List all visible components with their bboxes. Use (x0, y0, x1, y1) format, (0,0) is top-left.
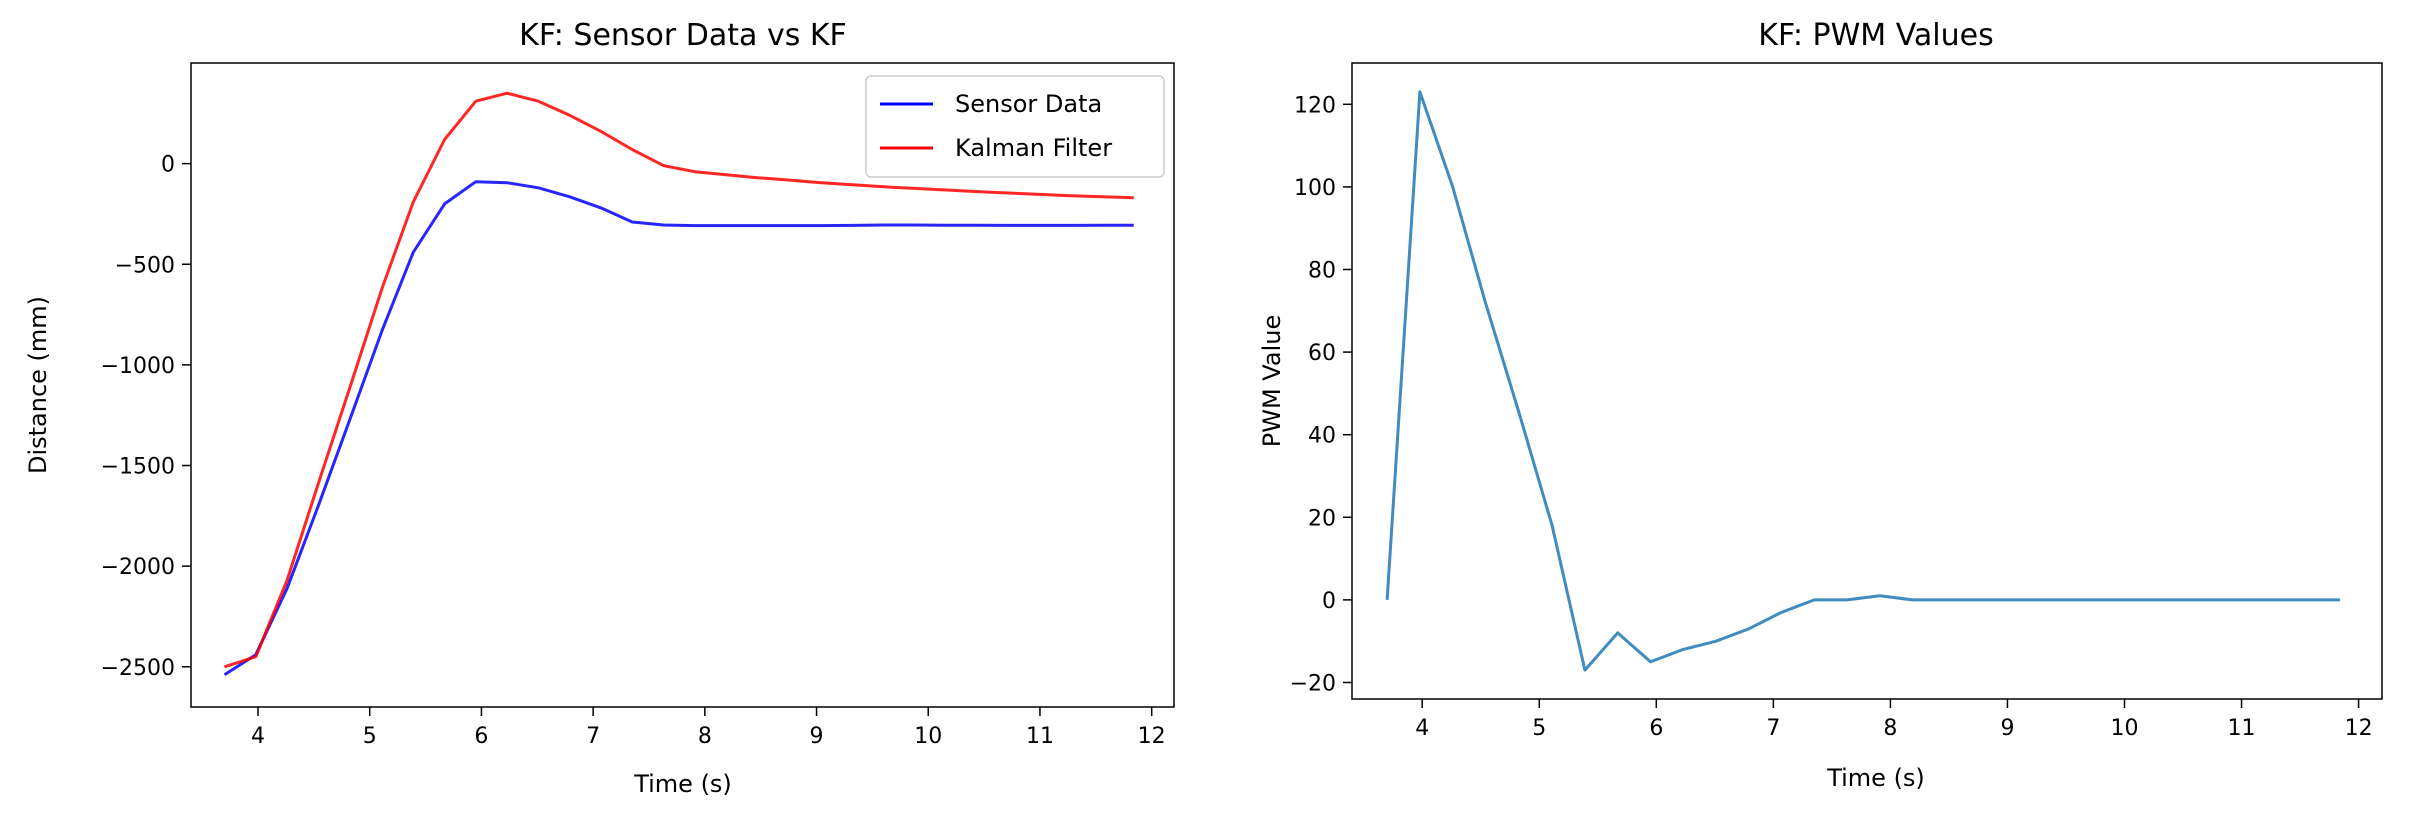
plot-frame (190, 62, 1175, 708)
chart-title: KF: Sensor Data vs KF (519, 18, 847, 53)
x-tick-label: 12 (1138, 724, 1166, 749)
series-lines (223, 91, 1134, 677)
y-tick-label: −1000 (101, 354, 175, 379)
x-tick-label: 7 (1766, 716, 1780, 741)
y-ticks: −2500 −2000 −1500 −1000 −500 0 (101, 153, 191, 681)
series-line-kalman-filter (224, 91, 1134, 669)
legend-box (865, 75, 1165, 178)
x-tick-label: 9 (2000, 716, 2014, 741)
chart-pwm-values: KF: PWM Values 4 5 6 7 8 9 10 11 12 −20 0 20 40 60 80… (1258, 18, 2383, 792)
y-tick-label: 120 (1294, 93, 1336, 118)
x-tick-label: 8 (698, 724, 712, 749)
y-axis-label: Distance (mm) (24, 296, 52, 474)
series-lines (1385, 90, 2340, 672)
x-tick-label: 11 (1026, 724, 1054, 749)
y-tick-label: 100 (1294, 176, 1336, 201)
legend-label-kalman-filter: Kalman Filter (955, 134, 1112, 162)
legend: Sensor Data Kalman Filter (865, 75, 1165, 178)
chart-sensor-vs-kf: KF: Sensor Data vs KF 4 5 6 7 8 9 10 11 12 −2500… (24, 18, 1175, 798)
x-axis-label: Time (s) (1826, 764, 1925, 792)
x-tick-label: 4 (251, 724, 265, 749)
y-tick-label: 60 (1308, 341, 1336, 366)
y-tick-label: 40 (1308, 424, 1336, 449)
series-line-pwm (1385, 90, 2340, 672)
y-tick-label: 20 (1308, 506, 1336, 531)
x-tick-label: 6 (1649, 716, 1663, 741)
y-tick-label: 80 (1308, 258, 1336, 283)
x-tick-label: 10 (2111, 716, 2139, 741)
y-tick-label: −1500 (101, 455, 175, 480)
y-tick-label: −2000 (101, 555, 175, 580)
plot-frame (1351, 62, 2383, 700)
legend-label-sensor-data: Sensor Data (955, 90, 1102, 118)
chart-title: KF: PWM Values (1758, 18, 1993, 53)
x-tick-label: 6 (474, 724, 488, 749)
y-tick-label: 0 (1322, 589, 1336, 614)
y-tick-label: −2500 (101, 656, 175, 681)
x-ticks: 4 5 6 7 8 9 10 11 12 (251, 707, 1166, 749)
x-ticks: 4 5 6 7 8 9 10 11 12 (1415, 699, 2373, 741)
y-tick-label: −20 (1290, 671, 1336, 696)
x-tick-label: 5 (1532, 716, 1546, 741)
x-tick-label: 5 (363, 724, 377, 749)
x-tick-label: 10 (914, 724, 942, 749)
x-tick-label: 7 (586, 724, 600, 749)
y-axis-label: PWM Value (1258, 315, 1286, 447)
y-tick-label: 0 (161, 153, 175, 178)
y-ticks: −20 0 20 40 60 80 100 120 (1290, 93, 1352, 696)
x-tick-label: 11 (2228, 716, 2256, 741)
x-tick-label: 8 (1883, 716, 1897, 741)
x-tick-label: 4 (1415, 716, 1429, 741)
series-line-sensor-data (223, 180, 1134, 677)
x-tick-label: 9 (810, 724, 824, 749)
x-tick-label: 12 (2345, 716, 2373, 741)
x-axis-label: Time (s) (633, 770, 732, 798)
y-tick-label: −500 (115, 253, 175, 278)
